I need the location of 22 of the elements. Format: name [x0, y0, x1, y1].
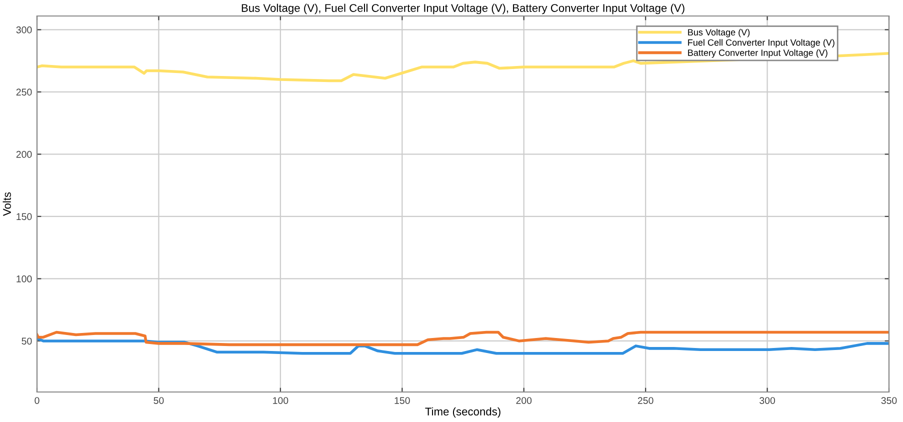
chart-title: Bus Voltage (V), Fuel Cell Converter Input Voltage (V), Battery Converter Input Voltage (V) — [242, 4, 684, 14]
y-tick-label: 150 — [16, 213, 32, 220]
line-series — [37, 330, 889, 346]
legend-label: Fuel Cell Converter Input Voltage (V) — [688, 39, 834, 48]
legend-label: Battery Converter Input Voltage (V) — [688, 49, 828, 58]
x-tick-label: 350 — [881, 397, 897, 404]
x-tick-label: 50 — [154, 397, 164, 404]
y-tick-label: 300 — [16, 26, 32, 34]
x-tick-label: 300 — [760, 397, 776, 404]
legend-label: Bus Voltage (V) — [688, 28, 750, 38]
x-axis-title: Time (seconds) — [425, 407, 500, 418]
x-tick-label: 150 — [394, 397, 410, 404]
line-series — [37, 337, 889, 355]
y-tick-label: 50 — [22, 338, 32, 345]
x-tick-label: 0 — [34, 397, 40, 404]
y-tick-label: 200 — [16, 150, 32, 158]
x-tick-label: 250 — [638, 397, 654, 404]
y-tick-label: 250 — [16, 88, 32, 96]
x-tick-label: 100 — [273, 397, 288, 404]
y-tick-label: 100 — [16, 275, 32, 282]
y-axis-title: Volts — [2, 192, 11, 216]
x-tick-label: 200 — [516, 397, 532, 404]
